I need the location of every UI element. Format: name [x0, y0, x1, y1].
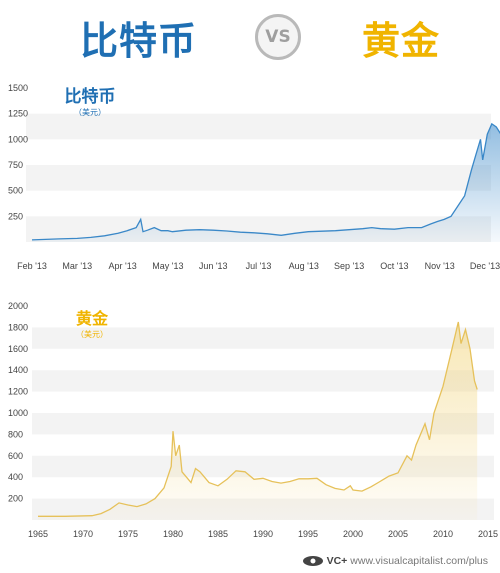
y-tick-label: 600	[8, 451, 23, 461]
gold-chart: 200 400 600 800 1000 1200 1400 1600 1800 2000 1965…	[8, 301, 498, 539]
chart-subtitle: （美元）	[74, 107, 106, 117]
header: 比特币 VS 黄金	[0, 0, 500, 72]
bitcoin-title: 比特币	[80, 19, 198, 63]
x-tick-label: May '13	[152, 261, 183, 271]
y-tick-label: 500	[8, 186, 23, 196]
x-tick-label: Aug '13	[289, 261, 319, 271]
x-tick-label: 2010	[433, 529, 453, 539]
x-tick-label: 1995	[298, 529, 318, 539]
series-area	[32, 123, 500, 242]
y-tick-label: 2000	[8, 301, 28, 311]
x-tick-label: 1980	[163, 529, 183, 539]
series-line	[38, 321, 478, 517]
chart-title: 黄金	[76, 309, 109, 328]
x-tick-label: 1975	[118, 529, 138, 539]
x-tick-label: 1985	[208, 529, 228, 539]
x-tick-label: Jul '13	[246, 261, 272, 271]
vc-logo-icon	[302, 556, 323, 566]
bitcoin-chart: 250 500 750 1000 1250 1500 Feb '13 Mar '13 Apr '…	[8, 83, 500, 271]
x-tick-label: Jun '13	[199, 261, 228, 271]
grid-band	[32, 370, 494, 392]
x-tick-label: Sep '13	[334, 261, 364, 271]
y-tick-label: 1400	[8, 365, 28, 375]
y-tick-label: 800	[8, 429, 23, 439]
y-tick-label: 200	[8, 494, 23, 504]
series-line	[31, 122, 500, 241]
grid-band	[32, 455, 494, 478]
y-tick-label: 1000	[8, 134, 28, 144]
y-tick-label: 400	[8, 472, 23, 482]
footer-url[interactable]: www.visualcapitalist.com/plus	[350, 555, 488, 567]
y-tick-label: 1600	[8, 344, 28, 354]
x-tick-label: Mar '13	[62, 261, 92, 271]
x-tick-label: Feb '13	[17, 261, 47, 271]
gold-title: 黄金	[362, 19, 441, 63]
y-tick-label: 1250	[8, 109, 28, 119]
y-tick-label: 1000	[8, 408, 28, 418]
vs-badge: VS	[255, 14, 301, 60]
x-tick-label: Nov '13	[425, 261, 455, 271]
y-tick-label: 250	[8, 211, 23, 221]
y-tick-label: 1800	[8, 322, 28, 332]
y-tick-label: 750	[8, 160, 23, 170]
footer: VC+ www.visualcapitalist.com/plus	[302, 555, 488, 567]
x-tick-label: 1965	[28, 529, 48, 539]
y-tick-label: 1500	[8, 83, 28, 93]
y-tick-label: 1200	[8, 387, 28, 397]
footer-brand: VC+	[326, 555, 348, 567]
x-tick-label: 2015	[478, 529, 498, 539]
x-tick-label: 2005	[388, 529, 408, 539]
grid-band	[26, 113, 491, 140]
chart-subtitle: （美元）	[76, 329, 108, 339]
chart-title: 比特币	[65, 86, 116, 106]
grid-band	[26, 165, 491, 191]
series-area	[38, 322, 478, 520]
x-tick-label: Dec '13	[470, 261, 500, 271]
x-tick-label: 1970	[73, 529, 93, 539]
x-tick-label: 1990	[253, 529, 273, 539]
x-tick-label: Oct '13	[380, 261, 408, 271]
grid-band	[32, 327, 494, 349]
x-tick-label: Apr '13	[108, 261, 136, 271]
grid-band	[32, 413, 494, 435]
x-tick-label: 2000	[343, 529, 363, 539]
